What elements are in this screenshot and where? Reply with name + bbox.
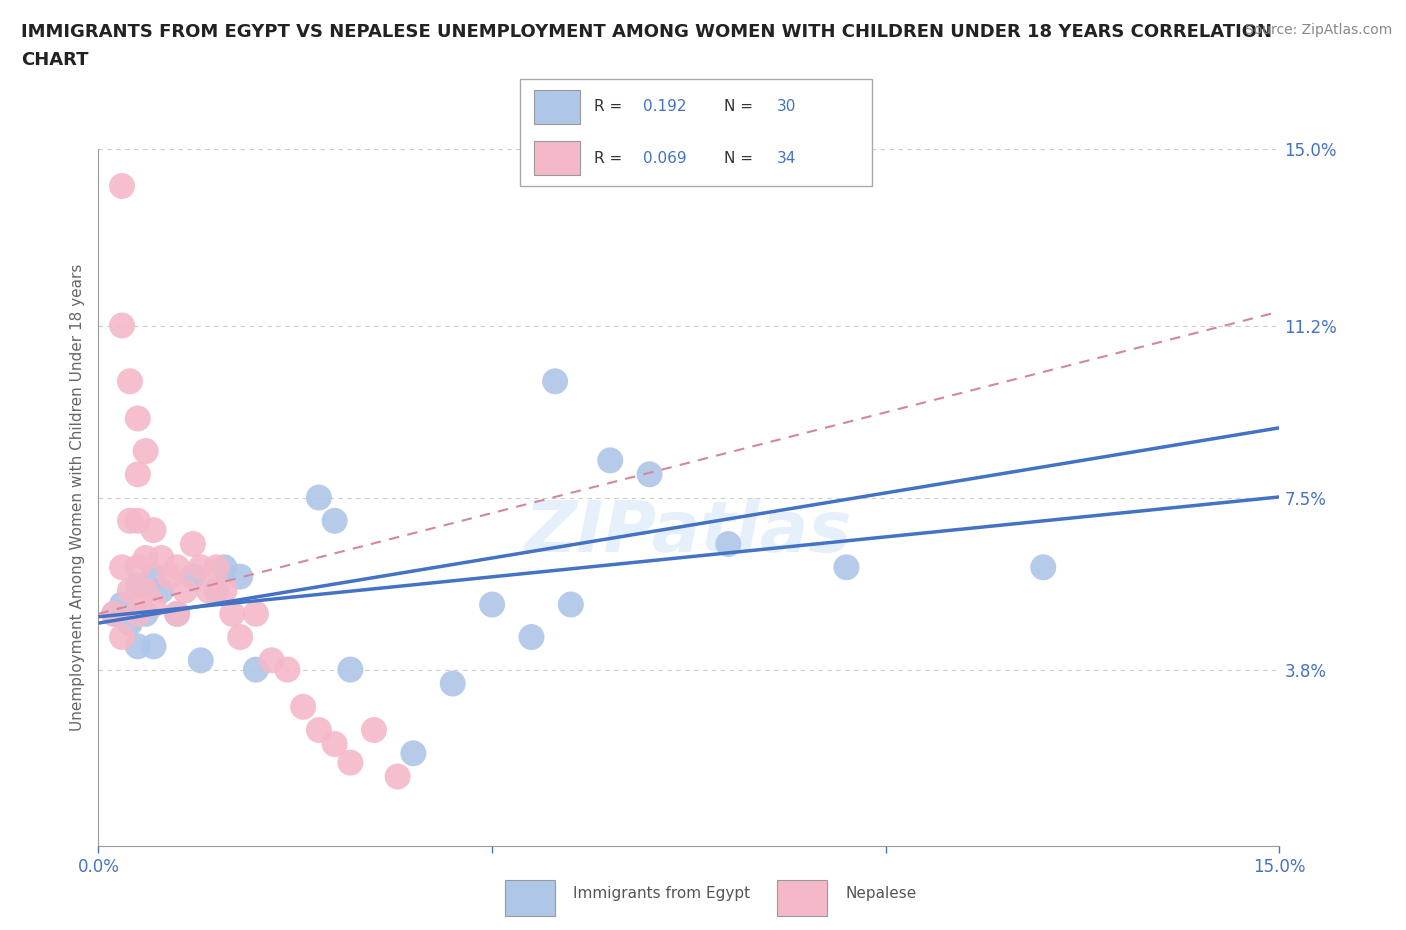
Text: R =: R = [595, 100, 623, 114]
Point [214, 560, 236, 575]
Point [111, 318, 134, 333]
Text: 30: 30 [778, 100, 796, 114]
FancyBboxPatch shape [505, 881, 554, 916]
FancyBboxPatch shape [534, 141, 581, 175]
Point [481, 597, 503, 612]
Point [150, 583, 173, 598]
Point [276, 662, 298, 677]
Point [214, 583, 236, 598]
Point [835, 560, 858, 575]
Text: Immigrants from Egypt: Immigrants from Egypt [574, 885, 751, 901]
Point [1032, 560, 1054, 575]
Text: N =: N = [724, 100, 754, 114]
Point [142, 569, 165, 584]
Point [229, 569, 252, 584]
Point [127, 578, 149, 593]
Point [103, 606, 125, 621]
Point [118, 583, 141, 598]
Point [323, 513, 346, 528]
Point [127, 467, 149, 482]
Text: 34: 34 [778, 151, 796, 166]
Point [135, 606, 157, 621]
Point [599, 453, 621, 468]
FancyBboxPatch shape [534, 90, 581, 124]
Point [103, 606, 125, 621]
Text: Nepalese: Nepalese [845, 885, 917, 901]
Point [127, 513, 149, 528]
Point [205, 583, 228, 598]
Point [229, 630, 252, 644]
Point [363, 723, 385, 737]
Point [308, 490, 330, 505]
Point [205, 560, 228, 575]
Point [323, 737, 346, 751]
Point [118, 513, 141, 528]
Point [190, 653, 212, 668]
Point [118, 374, 141, 389]
Text: 0.192: 0.192 [644, 100, 686, 114]
Point [520, 630, 543, 644]
Point [142, 597, 165, 612]
Point [127, 639, 149, 654]
Point [127, 606, 149, 621]
Point [339, 755, 361, 770]
Point [717, 537, 740, 551]
Point [166, 606, 188, 621]
Point [157, 569, 180, 584]
Point [638, 467, 661, 482]
Point [111, 630, 134, 644]
Point [135, 444, 157, 458]
Text: Source: ZipAtlas.com: Source: ZipAtlas.com [1244, 23, 1392, 37]
Point [142, 639, 165, 654]
Point [111, 179, 134, 193]
Text: R =: R = [595, 151, 623, 166]
Point [135, 583, 157, 598]
Point [127, 560, 149, 575]
Point [221, 606, 243, 621]
Point [111, 597, 134, 612]
Point [190, 560, 212, 575]
Point [245, 606, 267, 621]
Point [181, 537, 204, 551]
Point [308, 723, 330, 737]
Point [387, 769, 409, 784]
Point [174, 583, 197, 598]
Point [197, 583, 219, 598]
Point [292, 699, 315, 714]
Point [544, 374, 567, 389]
FancyBboxPatch shape [778, 881, 827, 916]
Point [339, 662, 361, 677]
Point [111, 560, 134, 575]
Text: 0.069: 0.069 [644, 151, 688, 166]
Point [245, 662, 267, 677]
Point [166, 560, 188, 575]
Text: CHART: CHART [21, 51, 89, 69]
Point [441, 676, 464, 691]
Point [150, 551, 173, 565]
Text: ZIPatlas: ZIPatlas [526, 498, 852, 567]
Point [260, 653, 283, 668]
Point [166, 606, 188, 621]
Point [142, 523, 165, 538]
Y-axis label: Unemployment Among Women with Children Under 18 years: Unemployment Among Women with Children U… [70, 264, 86, 731]
FancyBboxPatch shape [520, 79, 872, 186]
Point [181, 569, 204, 584]
Point [560, 597, 582, 612]
Point [118, 616, 141, 631]
Text: N =: N = [724, 151, 754, 166]
Point [127, 411, 149, 426]
Point [402, 746, 425, 761]
Text: IMMIGRANTS FROM EGYPT VS NEPALESE UNEMPLOYMENT AMONG WOMEN WITH CHILDREN UNDER 1: IMMIGRANTS FROM EGYPT VS NEPALESE UNEMPL… [21, 23, 1272, 41]
Point [135, 551, 157, 565]
